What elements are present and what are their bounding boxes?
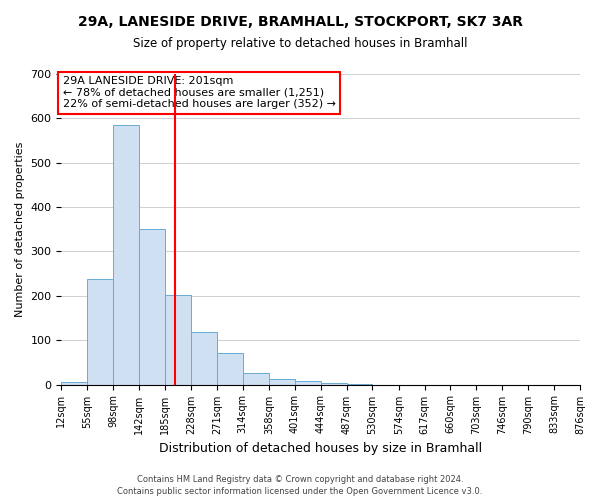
Bar <box>139 230 165 384</box>
Text: Contains public sector information licensed under the Open Government Licence v3: Contains public sector information licen… <box>118 487 482 496</box>
Text: Size of property relative to detached houses in Bramhall: Size of property relative to detached ho… <box>133 38 467 51</box>
Text: 29A LANESIDE DRIVE: 201sqm
← 78% of detached houses are smaller (1,251)
22% of s: 29A LANESIDE DRIVE: 201sqm ← 78% of deta… <box>62 76 335 110</box>
Bar <box>87 279 113 384</box>
Text: 29A, LANESIDE DRIVE, BRAMHALL, STOCKPORT, SK7 3AR: 29A, LANESIDE DRIVE, BRAMHALL, STOCKPORT… <box>77 15 523 29</box>
Bar <box>217 352 242 384</box>
Y-axis label: Number of detached properties: Number of detached properties <box>15 142 25 317</box>
Text: Contains HM Land Registry data © Crown copyright and database right 2024.: Contains HM Land Registry data © Crown c… <box>137 475 463 484</box>
Bar <box>61 382 87 384</box>
X-axis label: Distribution of detached houses by size in Bramhall: Distribution of detached houses by size … <box>159 442 482 455</box>
Bar <box>295 381 321 384</box>
Bar <box>321 383 347 384</box>
Bar <box>191 332 217 384</box>
Bar <box>113 125 139 384</box>
Bar <box>165 294 191 384</box>
Bar <box>269 379 295 384</box>
Bar <box>242 372 269 384</box>
